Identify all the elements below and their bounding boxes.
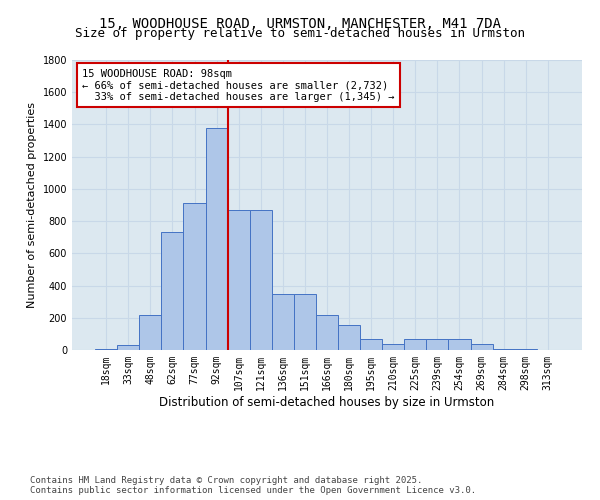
Bar — [161, 232, 184, 350]
Bar — [338, 325, 360, 350]
Bar — [427, 338, 448, 350]
X-axis label: Distribution of semi-detached houses by size in Urmston: Distribution of semi-detached houses by … — [160, 396, 494, 408]
Bar — [227, 210, 250, 350]
Bar — [493, 349, 515, 350]
Bar — [139, 314, 161, 350]
Bar — [294, 294, 316, 350]
Bar — [184, 204, 206, 350]
Bar — [316, 316, 338, 350]
Text: 15, WOODHOUSE ROAD, URMSTON, MANCHESTER, M41 7DA: 15, WOODHOUSE ROAD, URMSTON, MANCHESTER,… — [99, 18, 501, 32]
Bar — [470, 344, 493, 350]
Text: Contains HM Land Registry data © Crown copyright and database right 2025.
Contai: Contains HM Land Registry data © Crown c… — [30, 476, 476, 495]
Bar — [206, 128, 227, 350]
Bar — [117, 345, 139, 350]
Bar — [95, 349, 117, 350]
Bar — [272, 294, 294, 350]
Bar — [448, 338, 470, 350]
Bar — [360, 338, 382, 350]
Bar — [382, 344, 404, 350]
Bar — [404, 338, 427, 350]
Bar — [515, 349, 537, 350]
Bar — [250, 210, 272, 350]
Text: Size of property relative to semi-detached houses in Urmston: Size of property relative to semi-detach… — [75, 28, 525, 40]
Text: 15 WOODHOUSE ROAD: 98sqm
← 66% of semi-detached houses are smaller (2,732)
  33%: 15 WOODHOUSE ROAD: 98sqm ← 66% of semi-d… — [82, 68, 395, 102]
Y-axis label: Number of semi-detached properties: Number of semi-detached properties — [27, 102, 37, 308]
